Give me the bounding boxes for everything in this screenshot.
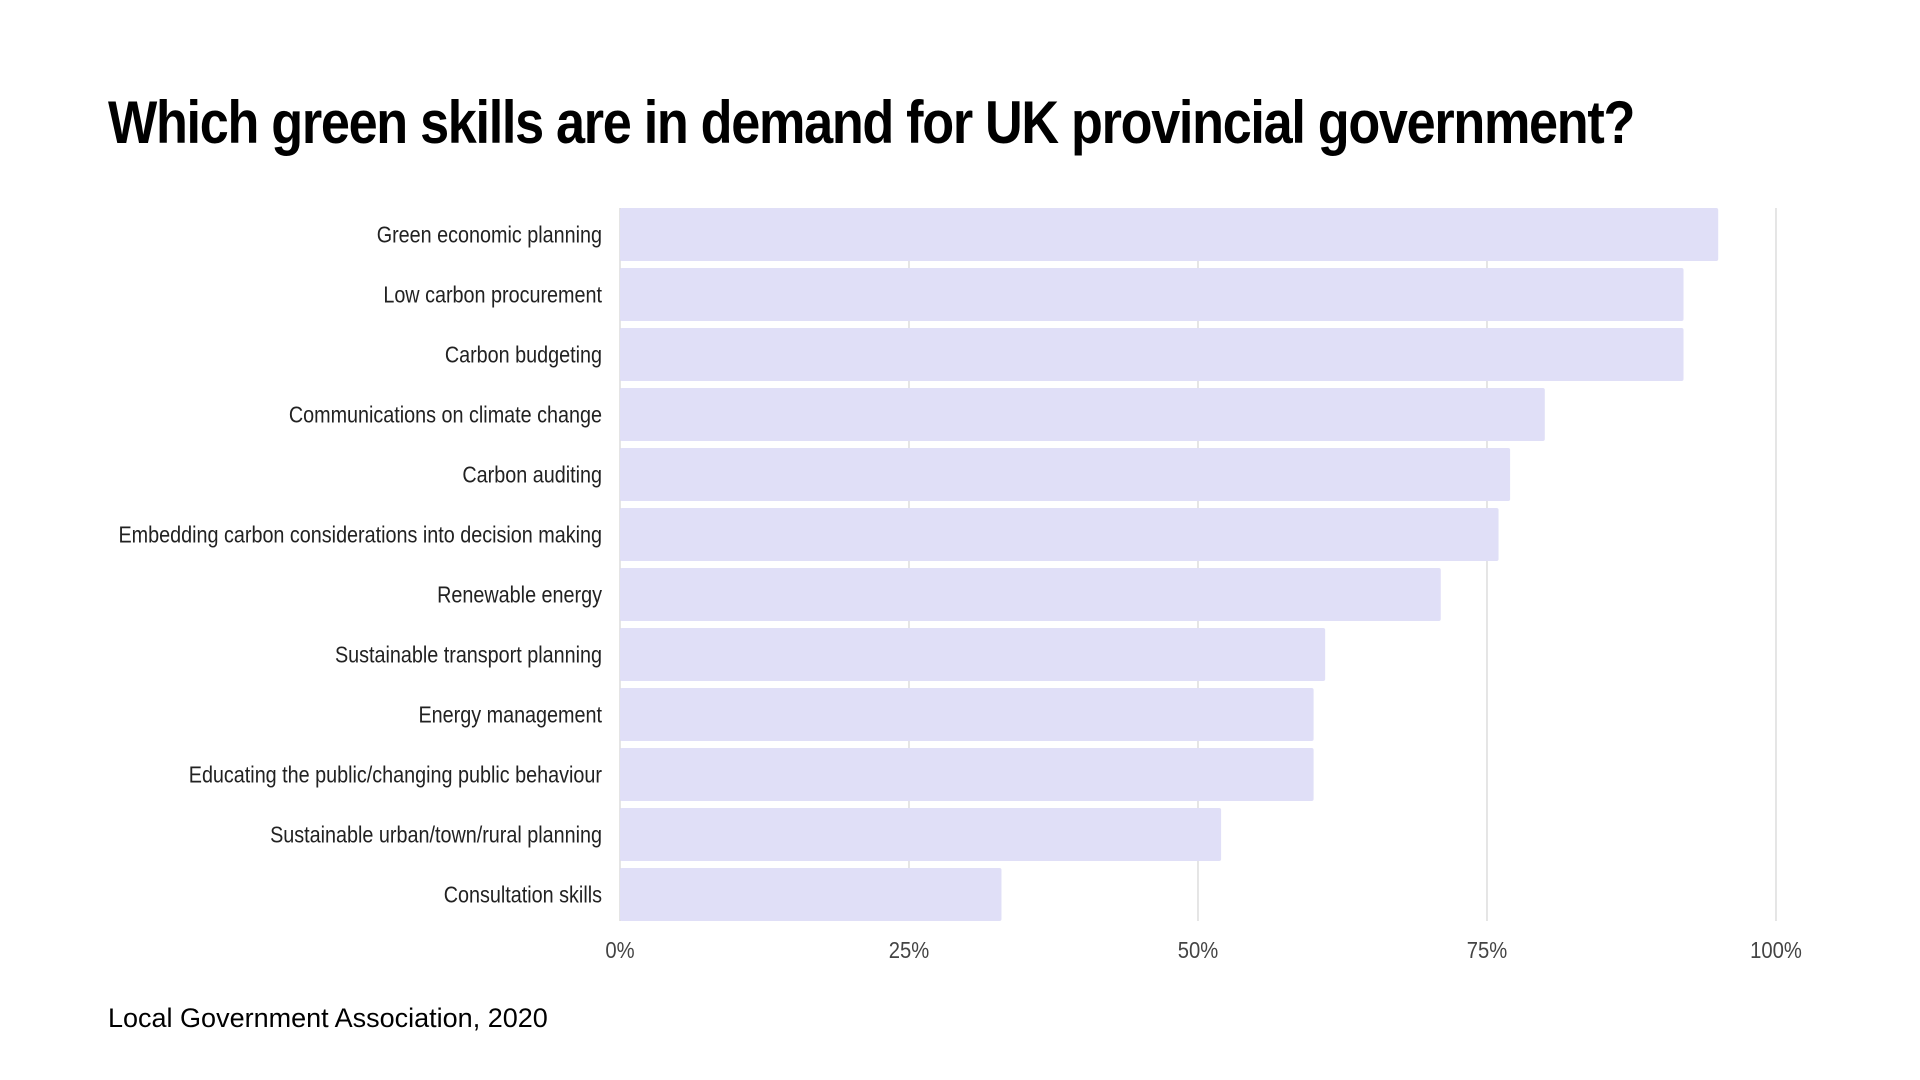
bar [620,448,1511,501]
bar [620,628,1326,681]
x-tick-label: 75% [1467,937,1508,964]
category-label: Consultation skills [444,882,602,908]
bar [620,508,1499,561]
category-label: Renewable energy [437,582,602,608]
bar [620,208,1719,261]
bar [620,388,1545,441]
category-label: Carbon auditing [462,462,602,488]
source-note: Local Government Association, 2020 [108,1003,548,1033]
x-axis-ticks: 0% 25% 50% 75% 100% [605,937,1802,964]
category-label: Communications on climate change [289,402,602,428]
bars [620,208,1719,921]
bar [620,868,1002,921]
bar [620,268,1684,321]
bar [620,328,1684,381]
bar [620,568,1441,621]
bar [620,808,1222,861]
gridlines [619,208,1777,921]
x-tick-label: 50% [1178,937,1219,964]
category-label: Energy management [418,702,602,728]
category-label: Carbon budgeting [445,342,602,368]
category-label: Green economic planning [377,222,602,248]
category-label: Sustainable urban/town/rural planning [270,822,602,848]
category-label: Low carbon procurement [383,282,602,308]
x-tick-label: 100% [1750,937,1802,964]
bar [620,688,1314,741]
x-tick-label: 25% [889,937,930,964]
x-tick-label: 0% [605,937,634,964]
chart-title: Which green skills are in demand for UK … [108,89,1635,156]
category-label: Educating the public/changing public beh… [189,762,602,788]
bar [620,748,1314,801]
category-labels: Green economic planning Low carbon procur… [118,222,602,908]
category-label: Embedding carbon considerations into dec… [118,522,602,548]
category-label: Sustainable transport planning [335,642,602,668]
